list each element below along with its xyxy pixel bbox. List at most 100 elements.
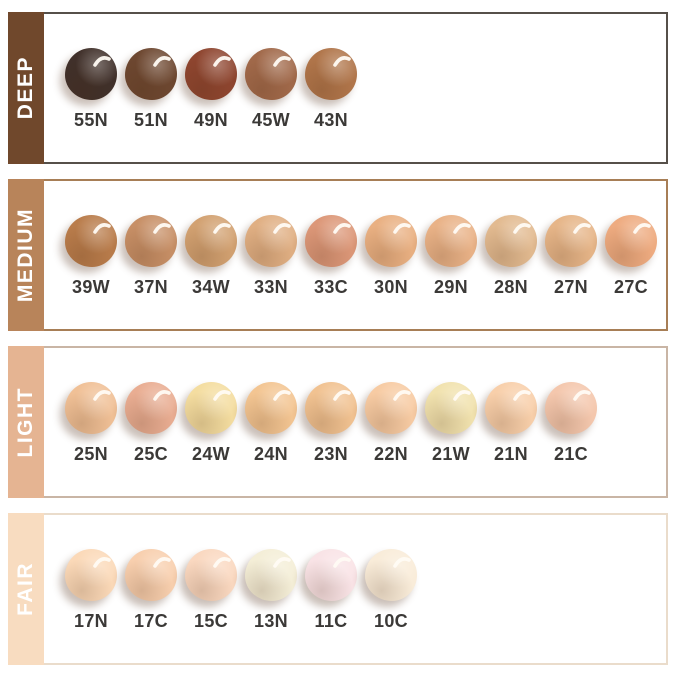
gloss-highlight-icon <box>513 390 531 401</box>
shade-dot <box>365 382 417 434</box>
gloss-highlight-icon <box>93 557 111 568</box>
shade-dot <box>305 48 357 100</box>
gloss-highlight-icon <box>153 390 171 401</box>
shade-code-label: 24N <box>254 444 288 464</box>
shade-dot <box>185 382 237 434</box>
shade-swatch: 27N <box>545 215 597 298</box>
gloss-highlight-icon <box>333 223 351 234</box>
shade-swatch: 21W <box>425 382 477 465</box>
shade-code-label: 22N <box>374 444 408 464</box>
shade-code-label: 27C <box>614 277 648 297</box>
row-category-band: FAIR <box>8 513 44 665</box>
gloss-highlight-icon <box>213 557 231 568</box>
row-category-band: LIGHT <box>8 346 44 498</box>
shade-code-label: 34W <box>192 277 230 297</box>
shade-swatch: 27C <box>605 215 657 298</box>
shade-swatch: 34W <box>185 215 237 298</box>
swatch-list: 25N 25C 24W 24N 23N <box>65 382 597 465</box>
shade-swatch: 51N <box>125 48 177 131</box>
gloss-highlight-icon <box>213 56 231 67</box>
shade-swatch: 23N <box>305 382 357 465</box>
shade-swatch: 21C <box>545 382 597 465</box>
shade-dot <box>425 215 477 267</box>
shade-swatch: 24N <box>245 382 297 465</box>
shade-code-label: 24W <box>192 444 230 464</box>
shade-code-label: 33N <box>254 277 288 297</box>
gloss-highlight-icon <box>633 223 651 234</box>
gloss-highlight-icon <box>453 223 471 234</box>
shade-dot <box>305 215 357 267</box>
shade-row: MEDIUM 39W 37N 34W <box>8 179 668 331</box>
shade-row: LIGHT 25N 25C 24W <box>8 346 668 498</box>
shade-dot <box>65 215 117 267</box>
shade-swatch: 10C <box>365 549 417 632</box>
shade-swatch: 17N <box>65 549 117 632</box>
shade-code-label: 39W <box>72 277 110 297</box>
swatch-list: 17N 17C 15C 13N 11C <box>65 549 417 632</box>
gloss-highlight-icon <box>93 56 111 67</box>
shade-code-label: 28N <box>494 277 528 297</box>
shade-swatch: 28N <box>485 215 537 298</box>
shade-swatch: 29N <box>425 215 477 298</box>
gloss-highlight-icon <box>453 390 471 401</box>
shade-dot <box>125 48 177 100</box>
shade-code-label: 13N <box>254 611 288 631</box>
gloss-highlight-icon <box>213 390 231 401</box>
shade-swatch: 25C <box>125 382 177 465</box>
shade-swatch: 37N <box>125 215 177 298</box>
shade-swatch: 39W <box>65 215 117 298</box>
swatch-list: 55N 51N 49N 45W 43N <box>65 48 357 131</box>
shade-swatch: 33C <box>305 215 357 298</box>
shade-dot <box>245 48 297 100</box>
shade-swatch: 15C <box>185 549 237 632</box>
shade-code-label: 17C <box>134 611 168 631</box>
gloss-highlight-icon <box>393 557 411 568</box>
shade-dot <box>425 382 477 434</box>
shade-dot <box>245 215 297 267</box>
shade-dot <box>245 549 297 601</box>
gloss-highlight-icon <box>153 557 171 568</box>
shade-code-label: 49N <box>194 110 228 130</box>
shade-dot <box>605 215 657 267</box>
gloss-highlight-icon <box>93 223 111 234</box>
gloss-highlight-icon <box>333 56 351 67</box>
shade-code-label: 25N <box>74 444 108 464</box>
gloss-highlight-icon <box>393 390 411 401</box>
shade-code-label: 43N <box>314 110 348 130</box>
shade-code-label: 33C <box>314 277 348 297</box>
shade-code-label: 10C <box>374 611 408 631</box>
shade-dot <box>485 382 537 434</box>
gloss-highlight-icon <box>273 390 291 401</box>
shade-dot <box>545 215 597 267</box>
shade-code-label: 11C <box>314 611 348 631</box>
gloss-highlight-icon <box>573 223 591 234</box>
shade-dot <box>365 549 417 601</box>
shade-dot <box>65 48 117 100</box>
shade-code-label: 21N <box>494 444 528 464</box>
gloss-highlight-icon <box>153 223 171 234</box>
shade-swatch: 11C <box>305 549 357 632</box>
row-category-label: DEEP <box>14 56 37 120</box>
shade-swatch: 43N <box>305 48 357 131</box>
shade-chart: DEEP 55N 51N 49N 4 <box>8 12 668 665</box>
shade-code-label: 15C <box>194 611 228 631</box>
shade-row: DEEP 55N 51N 49N 4 <box>8 12 668 164</box>
shade-code-label: 51N <box>134 110 168 130</box>
shade-dot <box>185 48 237 100</box>
shade-swatch: 45W <box>245 48 297 131</box>
gloss-highlight-icon <box>393 223 411 234</box>
shade-swatch: 17C <box>125 549 177 632</box>
gloss-highlight-icon <box>333 557 351 568</box>
shade-swatch: 13N <box>245 549 297 632</box>
shade-code-label: 30N <box>374 277 408 297</box>
shade-dot <box>185 215 237 267</box>
shade-dot <box>65 549 117 601</box>
row-category-label: FAIR <box>14 562 37 616</box>
shade-swatch: 25N <box>65 382 117 465</box>
shade-dot <box>185 549 237 601</box>
shade-swatch: 30N <box>365 215 417 298</box>
shade-code-label: 21W <box>432 444 470 464</box>
shade-code-label: 17N <box>74 611 108 631</box>
shade-dot <box>365 215 417 267</box>
shade-swatch: 24W <box>185 382 237 465</box>
